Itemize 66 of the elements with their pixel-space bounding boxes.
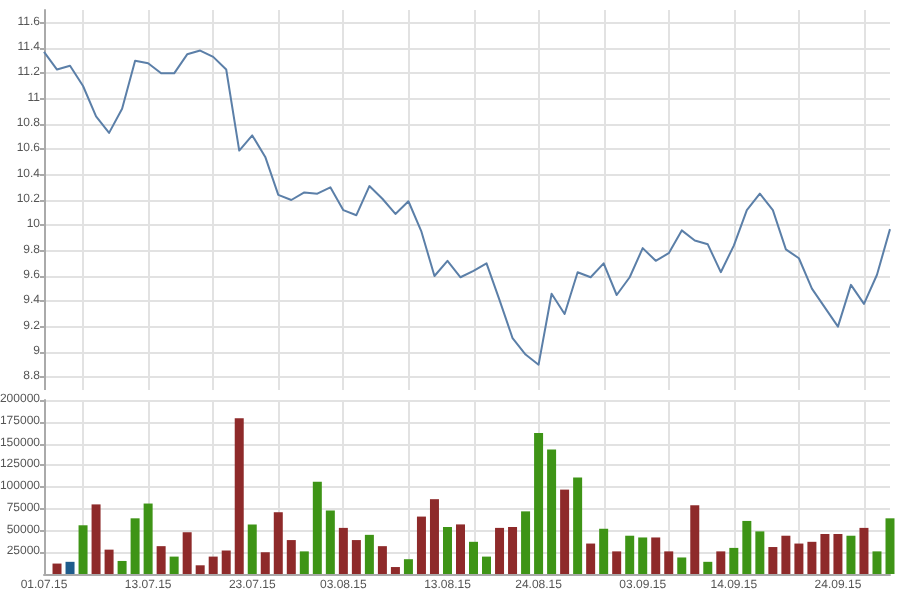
bar bbox=[612, 551, 622, 574]
bar bbox=[312, 481, 322, 574]
bar bbox=[716, 551, 726, 574]
bar bbox=[286, 540, 296, 574]
bar bbox=[169, 556, 179, 574]
bar bbox=[130, 518, 140, 574]
bar bbox=[677, 557, 687, 574]
bar bbox=[651, 537, 661, 574]
bar bbox=[104, 549, 114, 574]
bar bbox=[586, 543, 596, 574]
bar bbox=[846, 535, 856, 574]
bar bbox=[768, 547, 778, 574]
bar bbox=[482, 556, 492, 574]
bar bbox=[299, 551, 309, 574]
bar bbox=[755, 531, 765, 574]
bar bbox=[455, 524, 465, 574]
bar bbox=[195, 565, 205, 574]
bar bbox=[820, 533, 830, 574]
bar bbox=[599, 528, 609, 574]
bar bbox=[833, 533, 843, 574]
bar bbox=[351, 540, 361, 574]
bar bbox=[742, 520, 752, 574]
bar bbox=[885, 518, 895, 574]
bar bbox=[429, 499, 439, 574]
bar bbox=[338, 527, 348, 574]
bar bbox=[403, 559, 413, 574]
bar bbox=[247, 524, 257, 574]
bar bbox=[78, 525, 88, 574]
bar bbox=[664, 551, 674, 574]
bar bbox=[859, 527, 869, 574]
bar bbox=[781, 535, 791, 574]
bar bbox=[364, 534, 374, 574]
bar bbox=[91, 504, 101, 574]
bar bbox=[508, 527, 518, 574]
bar bbox=[260, 552, 270, 574]
bar bbox=[703, 561, 713, 574]
bar bbox=[638, 537, 648, 574]
bar bbox=[573, 477, 583, 574]
bar bbox=[807, 541, 817, 574]
bar bbox=[208, 556, 218, 574]
bar bbox=[416, 516, 426, 574]
bar bbox=[273, 512, 283, 574]
bar bbox=[143, 503, 153, 574]
bar bbox=[234, 418, 244, 574]
bar bbox=[377, 546, 387, 574]
bar bbox=[52, 563, 62, 574]
bar bbox=[729, 547, 739, 574]
bar bbox=[65, 561, 75, 574]
bar bbox=[495, 527, 505, 574]
bar bbox=[156, 546, 166, 574]
bar bbox=[469, 541, 479, 574]
bar bbox=[625, 535, 635, 574]
bar bbox=[117, 560, 127, 574]
bar bbox=[872, 551, 882, 574]
bar bbox=[690, 505, 700, 574]
bar bbox=[560, 489, 570, 574]
bar bbox=[390, 567, 400, 574]
bar bbox=[547, 449, 557, 574]
bar bbox=[794, 543, 804, 574]
bar bbox=[521, 511, 531, 574]
bar bbox=[325, 510, 335, 574]
bar bbox=[534, 433, 544, 574]
bar bbox=[221, 550, 231, 574]
bar bbox=[442, 527, 452, 574]
bar bbox=[182, 532, 192, 574]
line-series bbox=[43, 49, 891, 366]
